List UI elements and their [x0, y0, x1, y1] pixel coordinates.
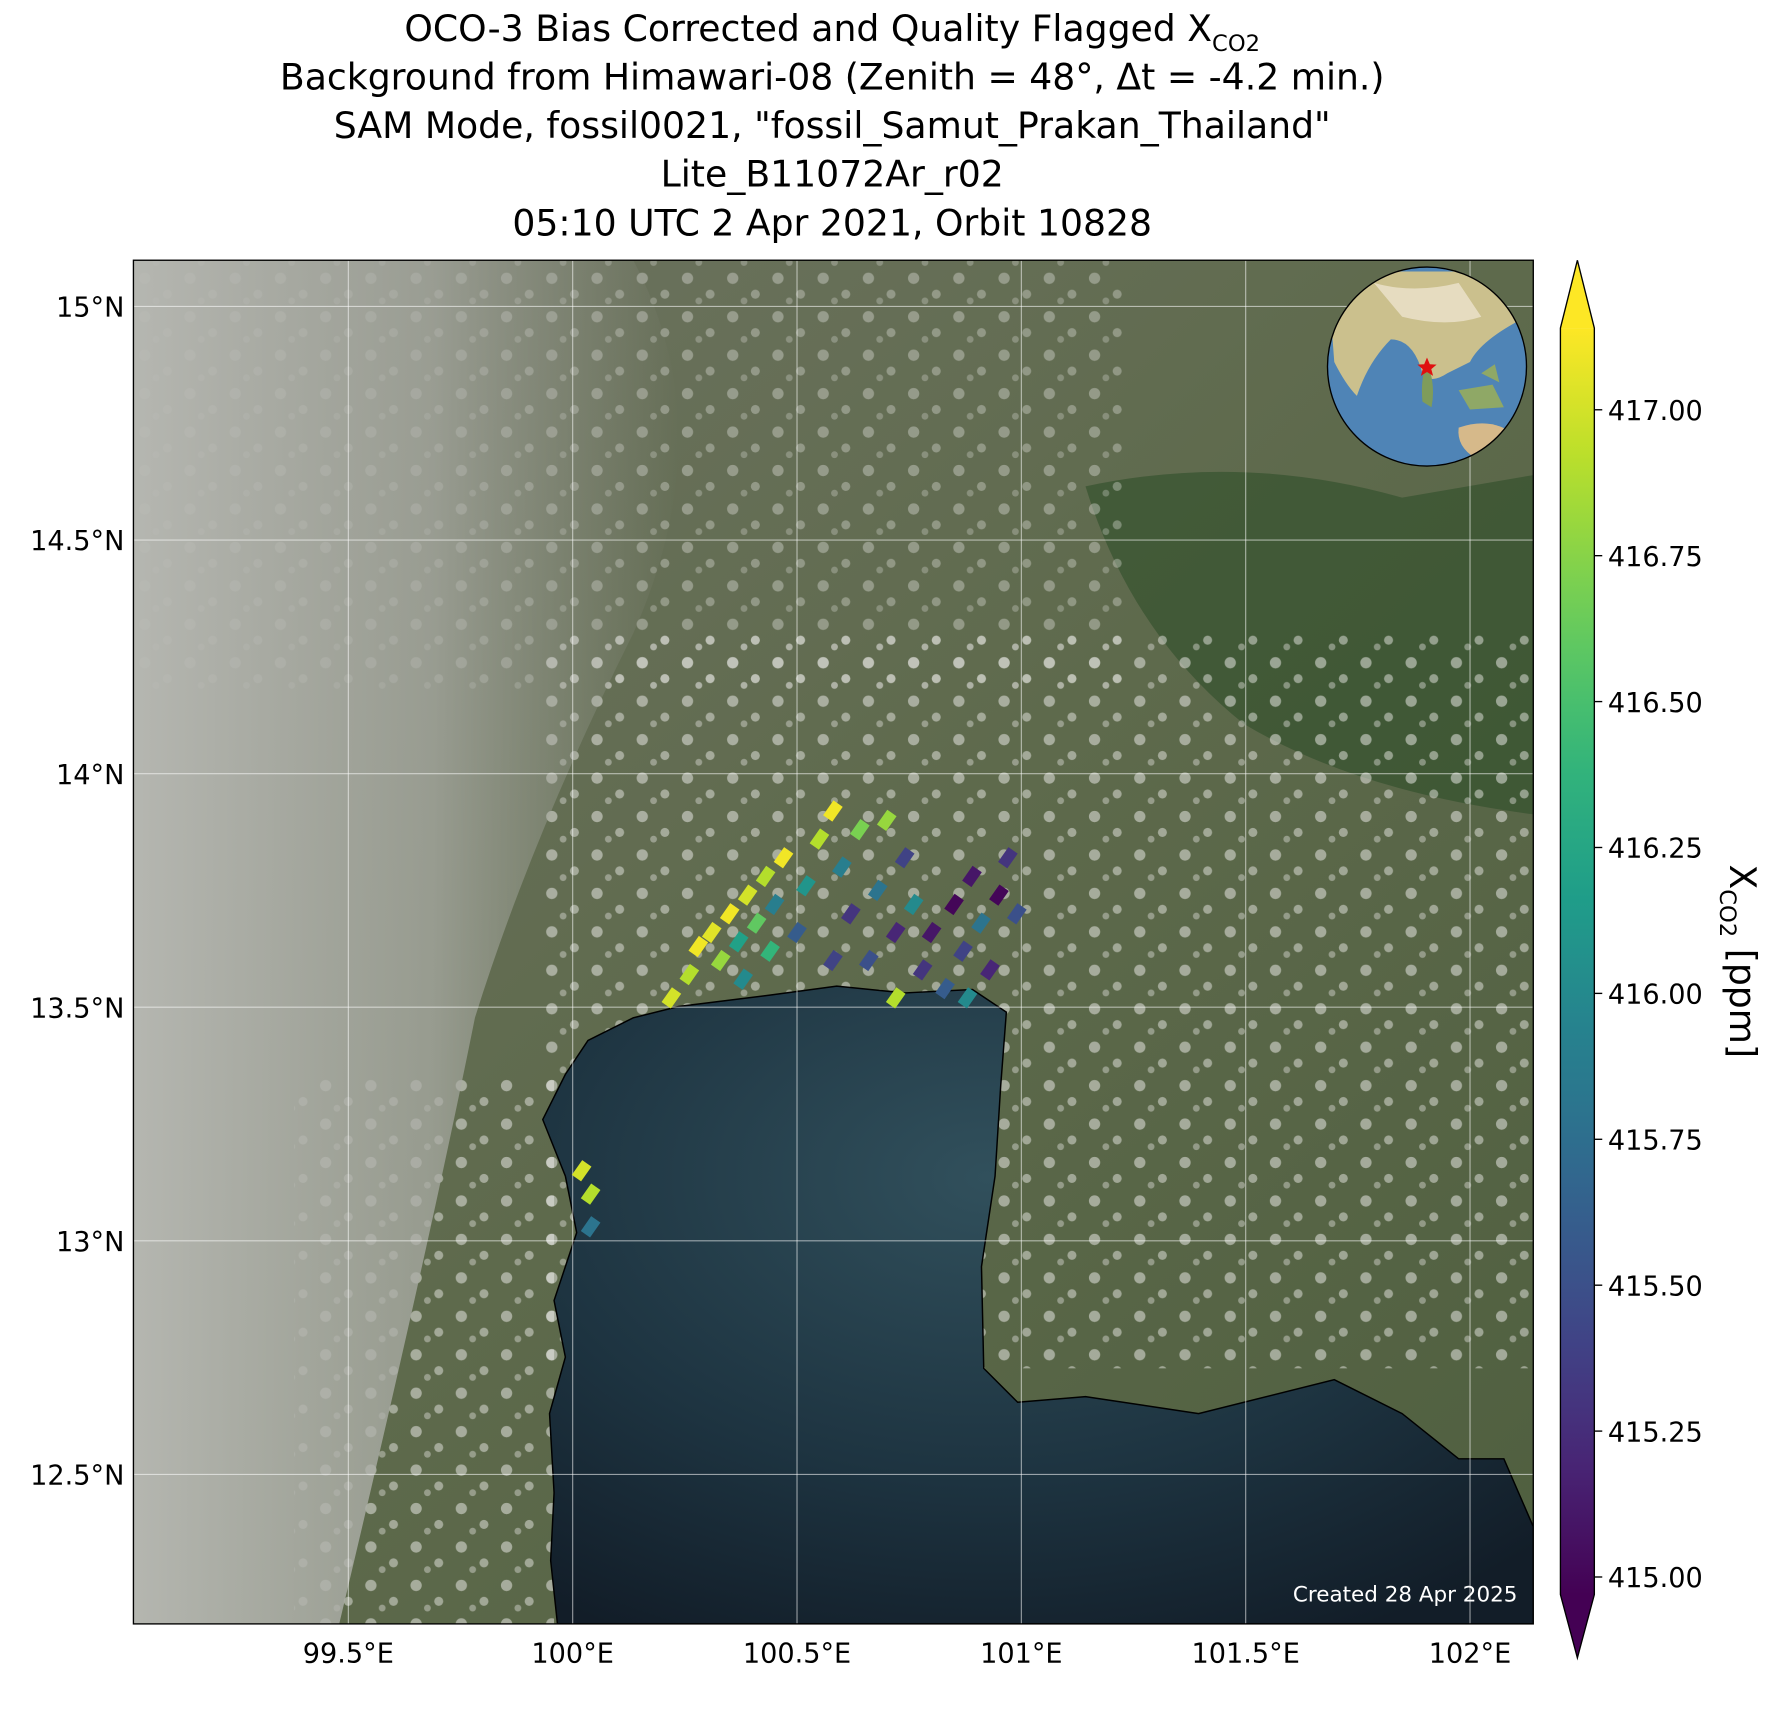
sounding: [953, 940, 973, 962]
colorbar-label-text: X: [1721, 864, 1764, 889]
sounding: [760, 940, 780, 962]
sounding: [980, 959, 1000, 981]
x-tick-label: 99.5°E: [303, 1638, 394, 1669]
title-block: OCO-3 Bias Corrected and Quality Flagged…: [280, 7, 1385, 244]
sounding: [1007, 903, 1027, 925]
x-tick-label: 101°E: [980, 1638, 1062, 1669]
sounding: [796, 875, 816, 897]
soundings: [571, 800, 1027, 1238]
title-subscript: CO2: [1212, 31, 1260, 57]
title-line: Lite_B11072Ar_r02: [661, 153, 1004, 196]
sounding: [944, 893, 964, 916]
sounding: [832, 856, 852, 878]
x-tick-label: 102°E: [1429, 1638, 1511, 1669]
y-tick-label: 14.5°N: [30, 526, 124, 557]
sounding: [710, 949, 731, 972]
title-line: OCO-3 Bias Corrected and Quality Flagged…: [404, 7, 1260, 57]
sounding: [912, 959, 933, 981]
sounding: [885, 987, 906, 1009]
colorbar-tick-label: 415.25: [1608, 1417, 1703, 1448]
sounding: [719, 903, 740, 925]
sounding: [809, 828, 830, 850]
sounding: [755, 865, 776, 888]
sounding: [921, 921, 942, 944]
title-text: OCO-3 Bias Corrected and Quality Flagged…: [404, 7, 1212, 50]
colorbar-tick-label: 417.00: [1608, 396, 1703, 427]
inset-globe: [1326, 266, 1528, 467]
sounding: [850, 819, 870, 841]
sounding: [580, 1183, 601, 1205]
title-line: Background from Himawari-08 (Zenith = 48…: [280, 55, 1385, 98]
sounding: [841, 903, 861, 925]
sounding: [733, 968, 753, 990]
map-background: [133, 260, 1534, 1624]
sounding: [867, 879, 888, 902]
y-tick-label: 14°N: [56, 760, 124, 791]
y-tick-label: 13.5°N: [30, 993, 124, 1024]
credit: Created 28 Apr 2025: [1293, 1582, 1518, 1607]
colorbar-outline: [1559, 260, 1596, 1661]
sounding: [679, 963, 700, 986]
x-tick-label: 100.5°E: [743, 1638, 851, 1669]
sounding: [823, 800, 843, 822]
colorbar-tick-label: 416.50: [1608, 688, 1703, 719]
sounding: [935, 977, 955, 1000]
sounding: [787, 921, 807, 944]
sounding: [903, 893, 924, 916]
x-tick-label: 101.5°E: [1192, 1638, 1300, 1669]
sounding: [823, 949, 843, 972]
colorbar-extend-bottom: [1560, 1594, 1595, 1658]
sounding: [989, 884, 1009, 906]
sounding: [773, 847, 794, 869]
grid: [133, 260, 1534, 1624]
colorbar-label-unit: [ppm]: [1721, 937, 1764, 1058]
sounding: [661, 987, 682, 1009]
y-tick-label: 13°N: [56, 1227, 124, 1258]
map-frame: [132, 259, 1534, 1625]
sounding: [957, 987, 978, 1009]
sounding: [746, 912, 767, 934]
colorbar-tick-label: 415.50: [1608, 1271, 1703, 1302]
title-line: SAM Mode, fossil0021, "fossil_Samut_Prak…: [334, 104, 1331, 147]
colorbar-label: XCO2 [ppm]: [1714, 864, 1764, 1058]
colorbar-tick-label: 415.00: [1608, 1563, 1703, 1594]
title-line: 05:10 UTC 2 Apr 2021, Orbit 10828: [512, 201, 1152, 244]
colorbar-extend-top: [1560, 260, 1595, 329]
colorbar-tick-label: 416.75: [1608, 542, 1703, 573]
sounding: [894, 847, 915, 869]
sounding: [701, 921, 722, 944]
sounding: [998, 847, 1018, 869]
colorbar-tick-label: 415.75: [1608, 1125, 1703, 1156]
y-tick-label: 12.5°N: [30, 1461, 124, 1492]
colorbar-body: [1560, 328, 1595, 1595]
sounding: [688, 935, 709, 958]
sounding: [580, 1216, 601, 1238]
colorbar-label-subscript: CO2: [1714, 889, 1740, 937]
x-tick-label: 100°E: [531, 1638, 613, 1669]
sounding: [764, 893, 785, 916]
y-tick-label: 15°N: [56, 293, 124, 324]
sounding: [737, 884, 758, 906]
sounding: [876, 809, 897, 832]
colorbar-tick-label: 416.00: [1608, 980, 1703, 1011]
sounding: [962, 865, 982, 888]
colorbar-tick-label: 416.25: [1608, 834, 1703, 865]
sounding: [728, 931, 749, 953]
sounding: [971, 912, 991, 934]
sounding: [885, 921, 906, 944]
colorbar: 415.00 415.25 415.50 415.75 416.00 416.25 416.…: [1559, 260, 1764, 1661]
sounding: [571, 1160, 592, 1182]
axes: 99.5°E 100°E 100.5°E 101°E 101.5°E 102°E 12.5°…: [30, 293, 1511, 1670]
sounding: [858, 949, 879, 972]
